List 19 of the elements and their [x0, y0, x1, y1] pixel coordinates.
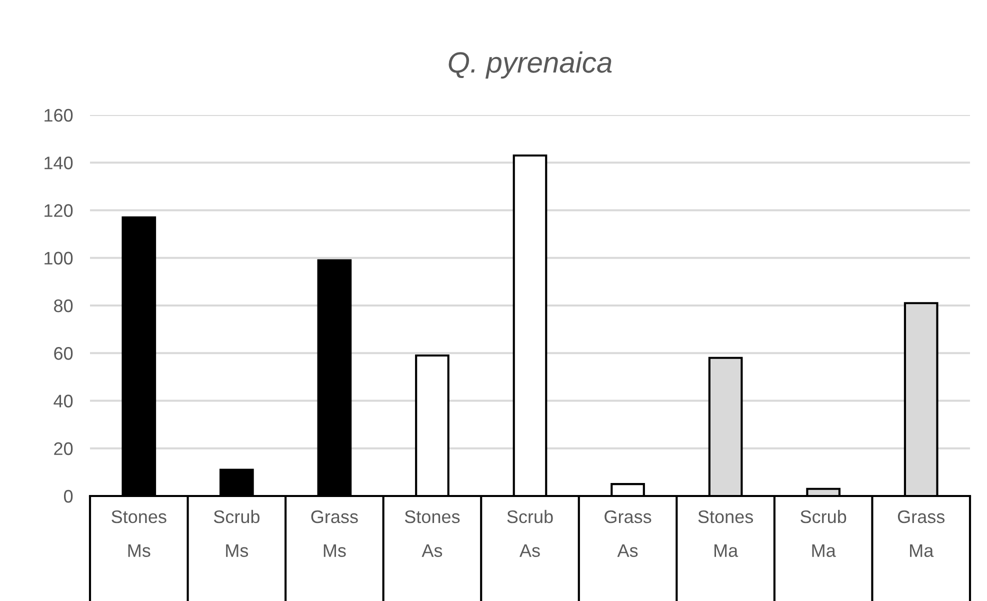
y-tick-label: 140 — [44, 156, 73, 170]
chart-title: Q. pyrenaica — [448, 51, 612, 79]
y-tick-label: 0 — [64, 490, 73, 503]
y-tick-label: 60 — [54, 347, 73, 360]
x-tick-label: Grass Ma — [898, 510, 945, 557]
x-tick-label: Grass As — [604, 510, 652, 557]
x-tick-label: Stones Ma — [698, 510, 754, 557]
y-tick-label: 160 — [44, 108, 73, 122]
x-tick-label: Scrub Ma — [800, 510, 846, 557]
y-tick-label: 100 — [44, 252, 73, 265]
y-tick-label: 20 — [54, 442, 73, 456]
y-tick-label: 80 — [54, 299, 73, 312]
x-tick-label: Scrub Ms — [214, 510, 260, 557]
x-tick-label: Grass Ms — [311, 510, 358, 557]
x-tick-label: Stones As — [404, 510, 460, 557]
x-tick-label: Stones Ms — [112, 510, 166, 557]
x-tick-label: Scrub As — [507, 510, 553, 557]
y-tick-label: 120 — [44, 204, 73, 217]
y-tick-label: 40 — [54, 394, 73, 408]
